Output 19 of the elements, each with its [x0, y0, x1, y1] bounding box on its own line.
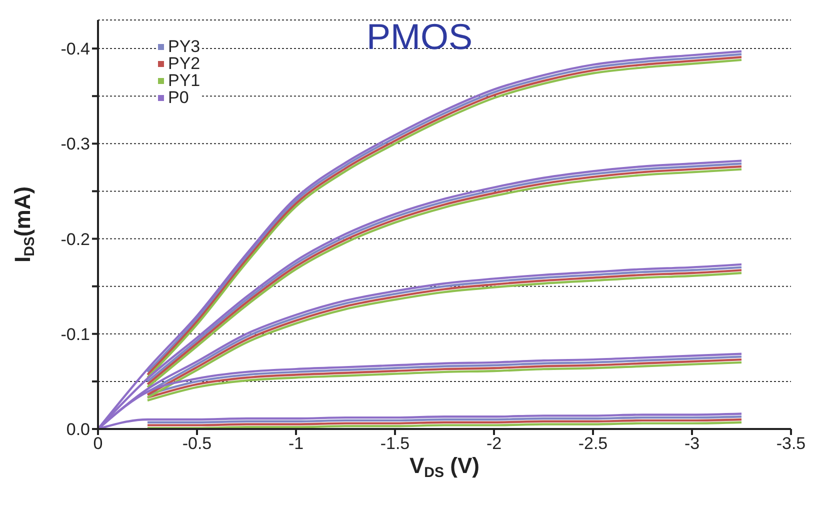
x-tick-label: -1.5	[380, 434, 410, 454]
x-axis-title: V$_{DS}$ (V)	[409, 453, 480, 482]
y-tick-label: 0.0	[66, 420, 90, 440]
legend-label: P0	[168, 88, 189, 107]
x-tick-label: -0.5	[182, 434, 212, 454]
x-tick-label: -3	[684, 434, 700, 454]
y-tick-label: -0.3	[60, 134, 90, 154]
y-tick-label: -0.4	[60, 40, 90, 59]
y-tick-label: -0.1	[60, 324, 90, 344]
x-tick-label: -2	[486, 434, 502, 454]
legend-label: PY1	[168, 71, 200, 90]
x-tick-label: 0	[93, 434, 103, 454]
y-tick-label: -0.2	[60, 230, 90, 249]
legend-label: PY3	[168, 37, 200, 56]
x-tick-label: -1	[288, 434, 304, 454]
x-tick-label: -2.5	[578, 434, 608, 454]
chart-title: PMOS	[366, 16, 472, 57]
x-tick-label: -3.5	[776, 434, 806, 454]
legend-label: PY2	[168, 54, 200, 73]
